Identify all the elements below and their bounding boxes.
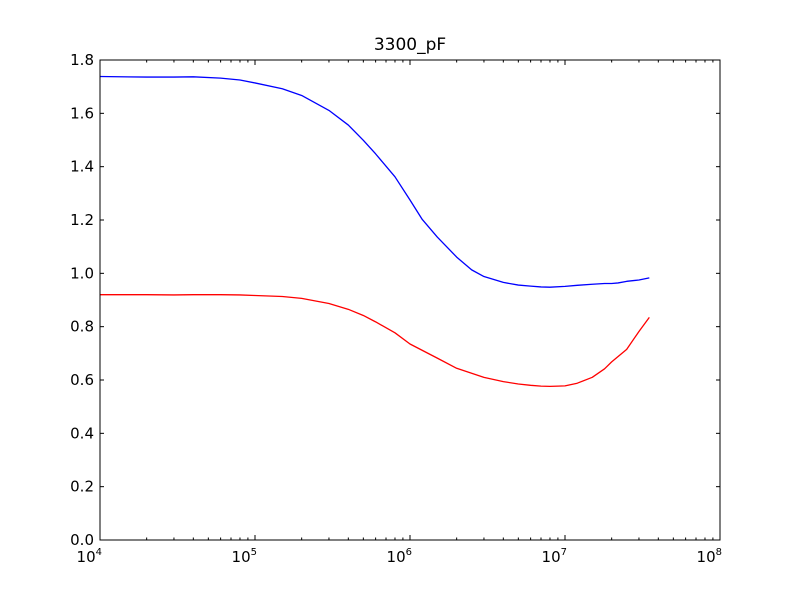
- chart-title: 3300_pF: [374, 35, 446, 55]
- series-line-1: [99, 75, 650, 288]
- y-tick-label: 1.4: [70, 158, 94, 176]
- series-layer: [99, 75, 650, 388]
- y-tick-label: 0.8: [70, 318, 94, 336]
- plot-frame: [99, 59, 721, 541]
- y-tick-label: 1.2: [70, 211, 94, 229]
- y-tick-label: 0.4: [70, 424, 94, 442]
- y-tick-label: 1.0: [70, 264, 94, 282]
- y-tick-label: 0.6: [70, 371, 94, 389]
- series-line-2: [100, 294, 650, 388]
- y-tick-label: 1.6: [70, 104, 94, 122]
- y-tick-label: 0.2: [70, 478, 94, 496]
- y-tick-label: 0.0: [70, 531, 94, 549]
- y-tick-label: 1.8: [70, 51, 94, 69]
